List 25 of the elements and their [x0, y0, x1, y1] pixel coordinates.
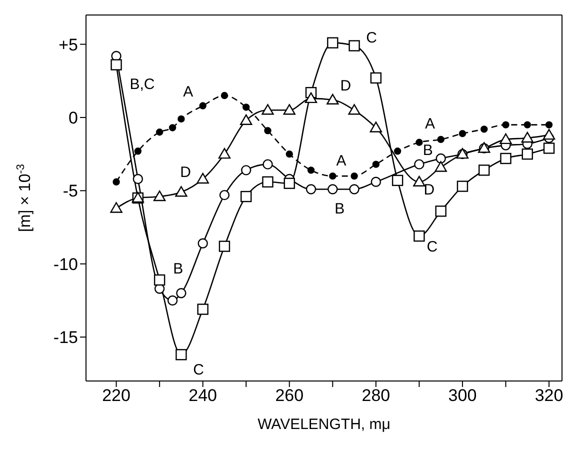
x-tick-label: 220 [102, 386, 130, 406]
annotation: B [334, 200, 345, 218]
y-tick-label: -10 [53, 254, 78, 274]
annotation: C [193, 362, 204, 379]
annotation: D [340, 78, 352, 95]
annotation: D [180, 164, 192, 181]
y-tick-label: -5 [62, 182, 78, 201]
annotation: D [424, 182, 435, 199]
y-tick-label: 0 [68, 108, 78, 128]
x-tick-label: 320 [534, 386, 564, 406]
annotation: B,C [130, 76, 155, 94]
x-tick-label: 300 [448, 386, 477, 406]
x-tick-label: 280 [362, 386, 390, 406]
annotation: A [336, 152, 346, 170]
annotation: A [183, 83, 194, 100]
y-tick-label: +5 [58, 35, 78, 54]
x-tick-label: 260 [275, 386, 304, 406]
annotation: C [366, 29, 378, 46]
y-tick-label: -15 [53, 328, 78, 348]
annotation: C [426, 238, 438, 256]
annotation: B [173, 260, 184, 278]
x-axis-title: WAVELENGTH, mμ [258, 416, 390, 433]
x-tick-label: 240 [188, 386, 218, 406]
annotation: A [425, 116, 436, 133]
annotation: B [422, 142, 433, 160]
